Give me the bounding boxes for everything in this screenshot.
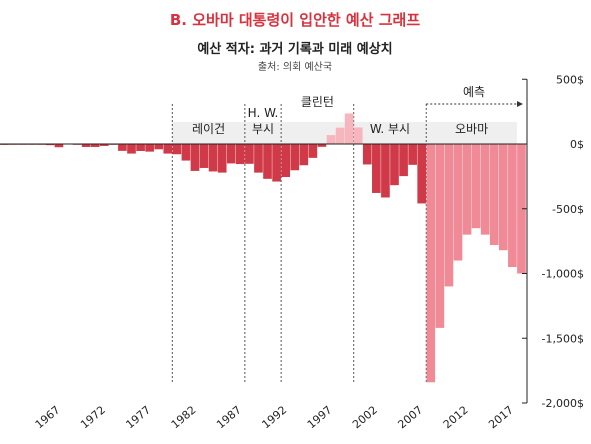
chart-bar	[417, 144, 427, 204]
bars-layer	[0, 113, 526, 383]
chart-bar	[381, 144, 390, 198]
chart-bar	[154, 144, 164, 150]
era-label: H. W.	[248, 106, 279, 120]
chart-bar	[172, 144, 182, 155]
chart-bar	[181, 144, 191, 161]
chart-bar	[54, 144, 64, 148]
era-band	[172, 122, 517, 144]
chart-bar	[272, 144, 281, 182]
chart-bar	[136, 144, 145, 151]
chart-bar	[217, 144, 227, 173]
chart-bar	[81, 144, 91, 147]
x-tick-label: 1967	[33, 403, 63, 431]
chart-subtitle: 예산 적자: 과거 기록과 미래 예상치	[197, 41, 392, 57]
chart-bar	[453, 144, 463, 261]
chart-bar	[444, 144, 454, 287]
x-tick-label: 1992	[259, 403, 289, 431]
chart-bar	[118, 144, 127, 151]
chart-bar	[299, 144, 309, 166]
chart-bar	[190, 144, 200, 171]
era-label: 클린턴	[301, 95, 334, 109]
chart-source: 출처: 의회 예산국	[258, 61, 332, 73]
chart-bar	[462, 144, 472, 235]
era-label: 레이건	[192, 122, 225, 136]
x-tick-label: 2007	[395, 403, 425, 431]
chart-bar	[163, 144, 173, 154]
chart-bar	[517, 144, 526, 274]
era-label: W. 부시	[370, 122, 410, 136]
chart-bar	[326, 135, 336, 144]
y-tick-label: -2,000$	[542, 397, 584, 410]
chart-bar	[508, 144, 517, 268]
chart-bar	[281, 144, 291, 178]
era-layer: 레이건 H. W. 부시 클린턴 W. 부시 오바마	[171, 95, 517, 382]
chart-bar	[127, 144, 136, 154]
chart-bar	[235, 144, 245, 165]
era-label: 오바마	[455, 122, 488, 136]
forecast-label: 예측	[463, 85, 485, 99]
x-tick-label: 2012	[441, 403, 471, 431]
x-tick-label: 1997	[305, 403, 335, 431]
forecast-arrowhead	[517, 101, 523, 107]
chart-bar	[145, 144, 154, 152]
y-tick-label: -500$	[552, 203, 584, 216]
chart-bar	[426, 144, 436, 383]
x-tick-label: 1987	[214, 403, 244, 431]
y-tick-label: -1,000$	[542, 268, 584, 281]
chart-bar	[353, 127, 363, 144]
y-tick-label: 500$	[556, 73, 584, 86]
y-tick-label: 0$	[570, 138, 584, 151]
chart-bar	[199, 144, 209, 168]
chart-bar	[308, 144, 318, 158]
chart-bar	[435, 144, 445, 328]
chart-bar	[317, 144, 327, 147]
x-tick-label: 1972	[78, 403, 108, 431]
x-tick-label: 1982	[169, 403, 199, 431]
chart-bar	[263, 144, 272, 179]
chart-bar	[390, 144, 399, 186]
chart-bar	[245, 144, 254, 164]
y-tick-label: -1,500$	[542, 332, 584, 345]
chart-bar	[45, 144, 55, 146]
chart-bar	[290, 144, 300, 171]
chart-bar	[254, 144, 263, 173]
chart-bar	[90, 144, 100, 147]
chart-bar	[372, 144, 381, 193]
chart-bar	[344, 113, 354, 144]
forecast-layer: 예측	[426, 85, 523, 107]
chart-bar	[99, 144, 109, 146]
chart-bar	[498, 144, 508, 251]
chart-bar	[480, 144, 490, 235]
chart-bar	[471, 144, 481, 229]
chart-bar	[489, 144, 499, 246]
chart-bar	[208, 144, 218, 172]
chart-bar	[408, 144, 417, 165]
chart-bar	[226, 144, 236, 164]
era-label: 부시	[252, 122, 274, 136]
chart-bar	[399, 144, 408, 177]
x-tick-label: 1977	[123, 403, 153, 431]
x-tick-label: 2017	[486, 403, 516, 431]
chart-bar	[362, 144, 372, 165]
chart-title: B. 오바마 대통령이 입안한 예산 그래프	[170, 11, 420, 29]
x-tick-label: 2002	[350, 403, 380, 431]
chart-bar	[335, 127, 345, 144]
